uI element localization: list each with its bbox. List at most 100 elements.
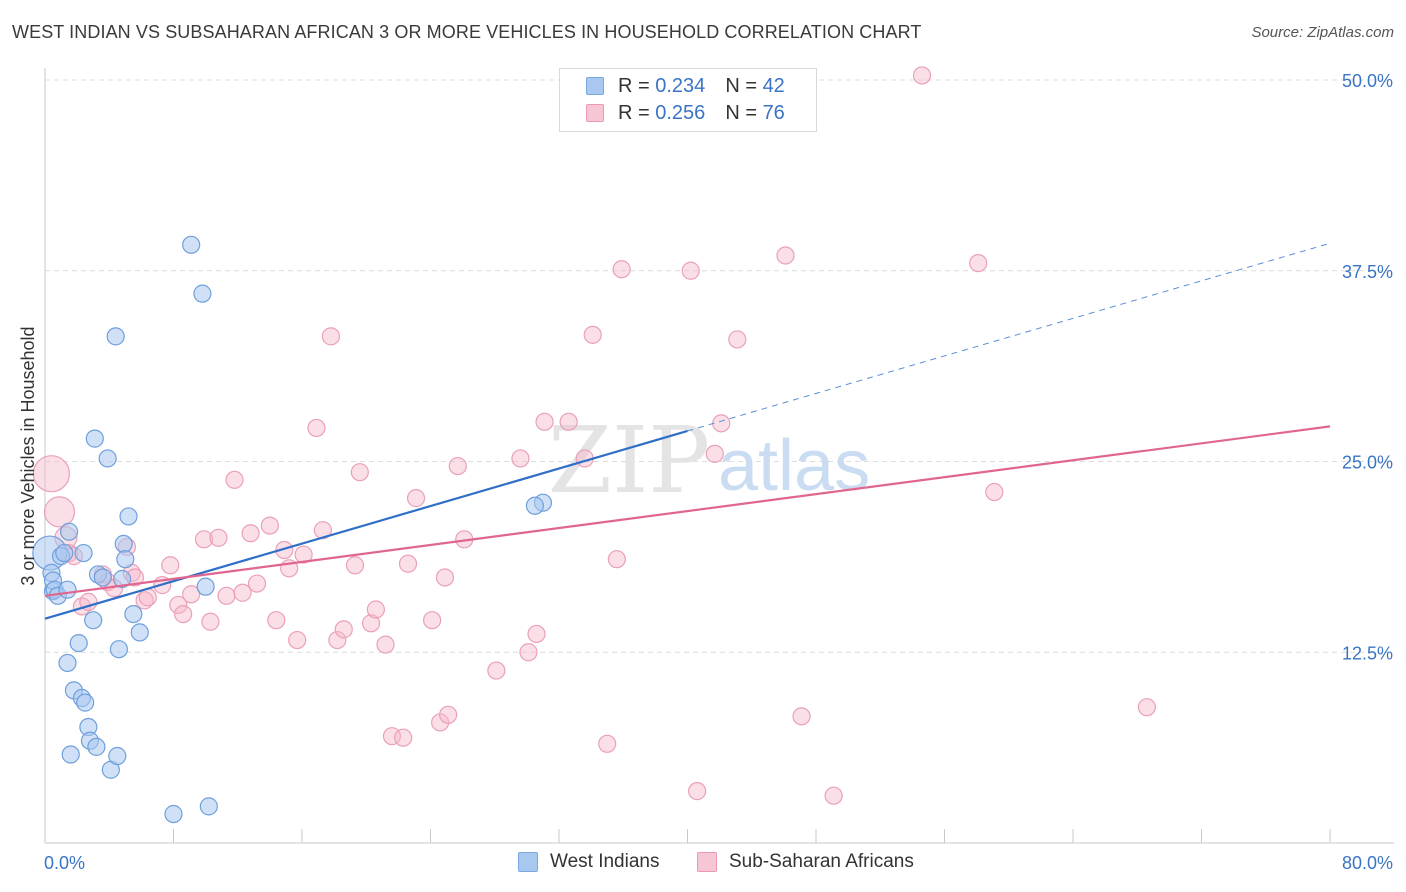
subsaharan-point — [776, 246, 795, 265]
x-tick-label: 0.0% — [44, 853, 85, 873]
subsaharan-point — [135, 591, 154, 610]
subsaharan-point — [294, 545, 313, 564]
westindian-point — [84, 611, 103, 630]
subsaharan-point — [313, 521, 332, 540]
subsaharan-point — [161, 556, 180, 575]
westindian-point — [193, 284, 212, 303]
subsaharan-point — [705, 444, 724, 463]
westindian-point — [58, 580, 77, 599]
subsaharan-point — [535, 412, 554, 431]
subsaharan-point — [439, 705, 458, 724]
subsaharan-point — [345, 556, 365, 575]
westindian-point — [525, 496, 545, 515]
subsaharan-point — [43, 496, 76, 528]
subsaharan-point — [201, 612, 220, 631]
subsaharan-point — [912, 66, 932, 85]
subsaharan-point — [194, 530, 214, 549]
tick-labels: 12.5% 25.0% 37.5% 50.0% 0.0% 80.0% — [44, 71, 1393, 873]
subsaharan-point — [32, 455, 71, 493]
subsaharan-point — [527, 624, 546, 644]
subsaharan-point — [559, 412, 578, 431]
subsaharan-point — [712, 414, 731, 433]
legend-swatch-blue — [586, 77, 604, 95]
subsaharan-point — [423, 611, 442, 630]
westindian-trend-line — [44, 429, 688, 620]
subsaharan-point — [376, 635, 395, 654]
subsaharan-point — [169, 595, 188, 615]
westindian-point — [55, 543, 74, 563]
subsaharan-point — [247, 574, 267, 593]
subsaharan-point — [328, 630, 347, 650]
bottom-legend-swatch-blue — [518, 852, 538, 872]
subsaharan-trend-line — [44, 425, 1331, 597]
watermark-zip: ZIP — [548, 407, 710, 514]
westindian-point — [182, 235, 201, 254]
subsaharan-point — [241, 524, 260, 543]
bottom-legend-westindians: West Indians — [518, 851, 659, 873]
y-tick-label: 50.0% — [1342, 71, 1393, 91]
westindian-point — [93, 568, 112, 587]
subsaharan-point — [607, 550, 626, 569]
westindian-point — [109, 640, 128, 659]
westindian-point — [106, 327, 125, 346]
westindian-point — [114, 534, 133, 554]
legend-r-value: 0.256 — [655, 101, 706, 124]
y-tick-label: 12.5% — [1342, 643, 1393, 663]
subsaharan-point — [398, 554, 418, 573]
legend-row-westindians: R = 0.234 N = 42 — [586, 73, 785, 99]
subsaharan-point — [824, 786, 843, 805]
westindian-point — [119, 507, 138, 526]
legend-swatch-pink — [586, 104, 604, 122]
subsaharan-point — [334, 620, 353, 639]
legend-r-value: 0.234 — [655, 74, 706, 97]
subsaharan-point — [1137, 698, 1156, 717]
subsaharan-point — [583, 325, 602, 344]
subsaharan-point — [519, 643, 538, 662]
westindian-point — [199, 797, 218, 816]
westindian-point — [98, 449, 117, 468]
westindian-point — [196, 577, 215, 596]
subsaharan-point — [612, 260, 631, 279]
bottom-legend: West Indians Sub-Saharan Africans — [0, 851, 1406, 877]
subsaharan-point — [267, 611, 286, 630]
legend: R = 0.234 N = 42 R = 0.256 N = 76 — [559, 68, 817, 132]
subsaharan-point — [728, 330, 747, 349]
subsaharan-point — [792, 707, 811, 726]
westindian-point — [116, 550, 135, 569]
subsaharan-point — [394, 728, 413, 747]
watermark: ZIP atlas — [548, 407, 870, 514]
y-tick-label: 37.5% — [1342, 262, 1393, 282]
legend-n-value: 42 — [762, 74, 785, 97]
westindian-point — [74, 543, 93, 563]
subsaharan-point — [406, 489, 426, 508]
westindian-point — [130, 623, 149, 642]
y-tick-label: 25.0% — [1342, 453, 1393, 473]
legend-n-value: 76 — [762, 101, 785, 124]
westindian-point — [85, 429, 104, 448]
y-axis-label: 3 or more Vehicles in Household — [18, 326, 38, 585]
westindian-point — [112, 569, 132, 589]
subsaharan-point — [985, 482, 1004, 502]
westindian-point — [61, 745, 80, 764]
legend-n-label: N = — [725, 74, 763, 97]
subsaharan-point — [448, 456, 467, 476]
subsaharan-point — [225, 470, 244, 489]
series-westindian-points — [32, 235, 553, 824]
subsaharan-point — [511, 449, 530, 468]
subsaharan-point — [307, 418, 326, 438]
westindian-point — [124, 604, 143, 624]
gridlines — [45, 79, 1394, 653]
westindian-point — [76, 693, 95, 712]
westindian-point — [59, 522, 79, 541]
subsaharan-point — [288, 630, 307, 650]
trend-lines — [44, 242, 1331, 620]
bottom-legend-label: Sub-Saharan Africans — [729, 851, 914, 872]
subsaharan-point — [233, 583, 252, 602]
subsaharan-point — [321, 327, 341, 346]
subsaharan-point — [174, 604, 193, 624]
subsaharan-point — [260, 516, 279, 535]
watermark-atlas: atlas — [718, 426, 870, 506]
subsaharan-point — [435, 568, 455, 587]
subsaharan-point — [598, 734, 617, 753]
